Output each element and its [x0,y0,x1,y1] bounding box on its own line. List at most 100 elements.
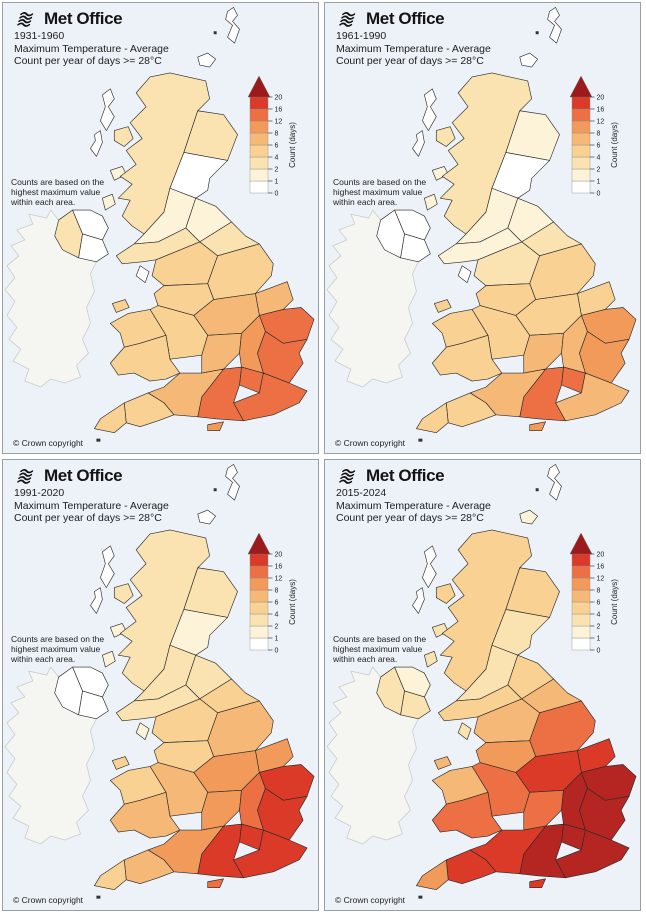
region-dumfries_galloway [115,227,201,265]
legend-axis-label: Count (days) [610,579,619,625]
legend-arrow-above-20 [570,532,593,555]
region-dumfries_galloway [437,227,523,265]
crown-copyright: © Crown copyright [335,895,406,905]
region-outer_hebrides_north [422,545,437,588]
region-orkney [519,509,538,525]
region-wilts_glos_somerset_dorset [469,825,546,875]
met-office-wordmark: Met Office [44,466,123,485]
legend-arrow-above-20 [570,75,593,98]
region-anglesey [111,756,130,770]
region-ne_scotland [183,567,238,618]
region-highlands [439,529,533,692]
region-dumfries_galloway [437,684,523,722]
region-highlands [117,72,211,235]
region-isle_of_wight [529,421,546,432]
legend-tick-label: 16 [275,107,283,114]
region-ni_down_armagh [78,233,109,263]
legend-tick-label: 12 [597,119,605,126]
legend-bucket-2-4 [571,156,591,170]
legend-bucket-8-12 [571,577,591,591]
uk-choropleth-map [326,7,637,442]
region-anglesey [433,756,452,770]
region-ne_scotland [183,110,238,161]
subtitle-line1: Maximum Temperature - Average [14,499,169,512]
region-kent_sussex_surrey [233,829,308,879]
legend-bucket-4-6 [571,601,591,615]
legend-bucket-16-20 [571,96,591,110]
legend-bucket-0-1 [571,637,591,651]
subtitle-line1: Maximum Temperature - Average [336,42,491,55]
legend-tick-label: 8 [597,131,601,138]
panel-2015-2024: 0 1 2 4 6 8 12 16 20 Count (days) Met Office 2015… [324,459,641,911]
legend-bucket-8-12 [249,577,269,591]
panel-header: Met Office 1961-1990 Maximum Temperature… [336,9,491,68]
met-office-logo-icon [14,468,40,485]
region-west_midlands [523,333,564,374]
small-island-dot [418,895,423,899]
region-cornwall [416,402,449,434]
region-outer_hebrides_north [100,88,115,131]
legend-bucket-2-4 [571,613,591,627]
region-isle_of_wight [529,878,546,889]
region-cornwall [416,859,449,891]
legend-bucket-1-2 [571,168,591,182]
period-label: 1961-1990 [336,30,387,42]
legend-tick-label: 6 [597,143,601,150]
region-outer_hebrides_south [90,130,103,157]
region-islay [102,650,116,668]
region-isle_of_man [457,722,472,740]
legend-tick-label: 0 [597,191,601,198]
period-label: 1991-2020 [14,487,65,499]
legend-bucket-0-1 [571,180,591,194]
subtitle-line2: Count per year of days >= 28°C [336,55,484,67]
region-skye [435,126,456,147]
region-skye [113,126,134,147]
region-islay [424,193,438,211]
region-orkney [197,509,216,525]
legend-tick-label: 4 [597,155,601,162]
legend-tick-label: 6 [275,143,279,150]
legend-tick-label: 6 [275,600,279,607]
region-anglesey [111,299,130,313]
region-islay [424,650,438,668]
legend-axis-label: Count (days) [610,122,619,168]
legend-tick-label: 20 [597,95,605,102]
legend-axis-label: Count (days) [288,122,297,168]
subtitle-line1: Maximum Temperature - Average [14,42,169,55]
met-office-wordmark: Met Office [44,9,123,28]
panel-1991-2020: 0 1 2 4 6 8 12 16 20 Count (days) Met Office 1991… [2,459,319,911]
region-highlands [439,72,533,235]
region-ni_down_armagh [400,233,431,263]
region-cambs_beds_herts [239,315,266,374]
legend-tick-label: 4 [597,612,601,619]
legend-tick-label: 0 [597,648,601,655]
methodology-note: Counts are based on the highest maximum … [11,177,105,207]
small-island-dot [96,438,101,442]
period-label: 2015-2024 [336,487,387,499]
panel-header: Met Office 1991-2020 Maximum Temperature… [14,466,169,525]
small-island-dot [213,31,217,35]
small-island-dot [535,31,539,35]
region-outer_hebrides_north [422,88,437,131]
region-kent_sussex_surrey [233,372,308,422]
region-outer_hebrides_south [412,130,425,157]
legend-tick-label: 0 [275,191,279,198]
legend-bucket-4-6 [249,601,269,615]
met-office-logo-icon [336,468,362,485]
region-shetland [225,7,240,44]
region-skye [435,583,456,604]
legend-arrow-above-20 [248,75,271,98]
region-south_wales [109,791,181,839]
region-ne_scotland [505,110,560,161]
region-anglesey [433,299,452,313]
legend-bucket-1-2 [571,625,591,639]
legend-tick-label: 2 [275,624,279,631]
legend-tick-label: 1 [597,179,601,186]
region-outer_hebrides_north [100,545,115,588]
region-skye [113,583,134,604]
region-cambs_beds_herts [561,772,588,831]
region-outer_hebrides_south [90,587,103,614]
legend-bucket-16-20 [249,553,269,567]
